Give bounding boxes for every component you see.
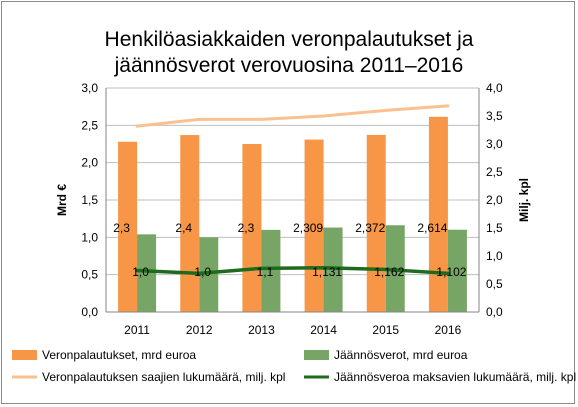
data-label: 2,372 <box>355 221 385 235</box>
y-left-tick-label: 1,5 <box>81 193 98 207</box>
series-line <box>135 266 450 276</box>
legend-label: Jäännösverot, mrd euroa <box>334 348 468 362</box>
y-right-tick-label: 0,5 <box>486 277 503 291</box>
legend-swatch <box>304 350 329 360</box>
y-right-tick-label: 3,5 <box>486 109 503 123</box>
legend-label: Veronpalautuksen saajien lukumäärä, milj… <box>42 370 285 384</box>
bar <box>323 227 343 312</box>
bar <box>137 234 157 312</box>
y-left-tick-label: 0,5 <box>81 268 98 282</box>
y-right-tick-label: 2,5 <box>486 165 503 179</box>
y-right-tick-label: 0,0 <box>486 305 503 319</box>
x-tick-label: 2013 <box>248 323 275 337</box>
bar <box>428 116 448 312</box>
y-right-tick-label: 2,0 <box>486 193 503 207</box>
x-tick-label: 2011 <box>124 323 150 337</box>
y-left-axis-title: Mrd € <box>55 184 69 216</box>
data-label: 2,3 <box>238 221 255 235</box>
x-tick-label: 2015 <box>372 323 399 337</box>
bar <box>180 135 200 312</box>
y-right-tick-label: 4,0 <box>486 81 503 95</box>
y-left-tick-label: 3,0 <box>81 81 98 95</box>
x-tick-label: 2014 <box>310 323 337 337</box>
data-label: 1,1 <box>257 265 274 279</box>
y-left-tick-label: 0,0 <box>81 305 98 319</box>
bar <box>199 237 219 312</box>
data-label: 1,0 <box>132 265 149 279</box>
series-line <box>135 104 450 128</box>
bar <box>447 229 467 312</box>
legend-label: Veronpalautukset, mrd euroa <box>42 348 196 362</box>
y-right-tick-label: 1,5 <box>486 221 503 235</box>
data-label: 1,162 <box>374 265 404 279</box>
data-label: 1,102 <box>436 265 466 279</box>
y-left-tick-label: 1,0 <box>81 230 98 244</box>
bar <box>261 229 281 312</box>
data-label: 1,0 <box>194 265 211 279</box>
bar <box>118 141 138 312</box>
data-label: 2,4 <box>175 221 192 235</box>
legend-swatch <box>12 350 37 360</box>
data-label: 2,614 <box>417 221 447 235</box>
data-label: 1,131 <box>312 265 342 279</box>
chart-title-line-1: Henkilöasiakkaiden veronpalautukset ja <box>104 28 474 51</box>
y-right-tick-label: 3,0 <box>486 137 503 151</box>
chart-title-line-2: jäännösverot verovuosina 2011–2016 <box>114 54 464 77</box>
x-tick-label: 2012 <box>186 323 213 337</box>
y-left-tick-label: 2,5 <box>81 118 98 132</box>
legend-label: Jäännösveroa maksavien lukumäärä, milj. … <box>334 370 576 384</box>
x-tick-label: 2016 <box>435 323 462 337</box>
data-label: 2,309 <box>293 221 323 235</box>
y-right-tick-label: 1,0 <box>486 249 503 263</box>
y-right-axis-title: Milj. kpl <box>517 178 531 222</box>
data-label: 2,3 <box>113 221 130 235</box>
y-left-tick-label: 2,0 <box>81 156 98 170</box>
